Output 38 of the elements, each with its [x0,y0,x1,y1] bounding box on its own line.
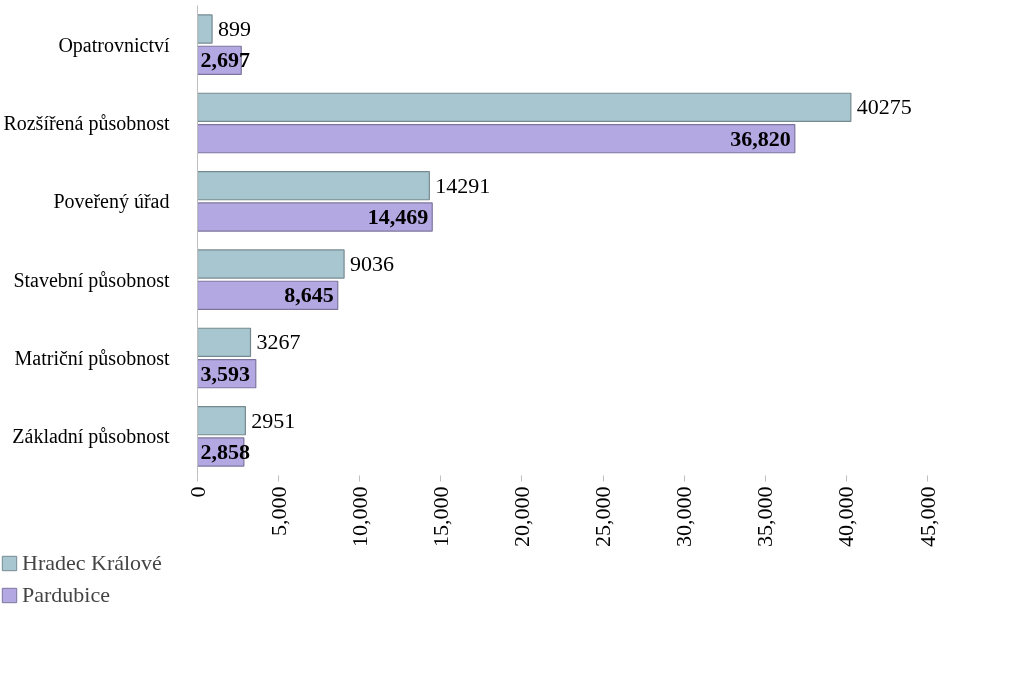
x-tick-label: 30,000 [671,486,697,547]
bar [197,92,852,123]
data-label: 2,697 [200,47,250,73]
data-label: 36,820 [730,125,791,151]
data-label: 9036 [350,251,395,276]
data-label: 899 [218,16,252,41]
data-label: 40275 [856,94,912,120]
x-tick-label: 10,000 [346,486,372,547]
y-tick-label: Rozšířená působnost [3,112,170,135]
data-label: 14,469 [367,204,429,229]
bar [197,249,345,279]
legend-label: Hradec Králové [22,550,162,576]
bar [197,14,213,44]
x-tick-label: 5,000 [265,486,291,536]
bar [197,202,433,232]
data-label: 2951 [251,407,296,433]
data-label: 2,858 [200,439,250,464]
y-tick-label: Základní působnost [12,425,170,449]
data-label: 3,593 [200,360,250,386]
x-tick-label: 15,000 [427,486,453,547]
x-tick-label: 40,000 [833,486,859,547]
y-tick-label: Poveřený úřad [53,190,170,214]
legend-label: Pardubice [22,582,110,608]
x-tick-label: 25,000 [590,486,616,547]
y-tick-label: Matriční působnost [14,347,170,370]
x-tick-label: 20,000 [508,486,534,547]
x-tick-label: 35,000 [752,486,778,547]
x-tick-label: 45,000 [914,486,940,547]
data-label: 8,645 [284,282,334,308]
bar [197,405,246,436]
bar [197,123,796,154]
y-tick-label: Opatrovnictví [58,33,170,57]
data-label: 14291 [435,172,491,198]
bar [197,170,430,201]
bar [197,327,252,358]
x-tick-label: 0 [184,486,210,498]
data-label: 3267 [256,329,301,355]
y-tick-label: Stavební působnost [13,268,170,292]
